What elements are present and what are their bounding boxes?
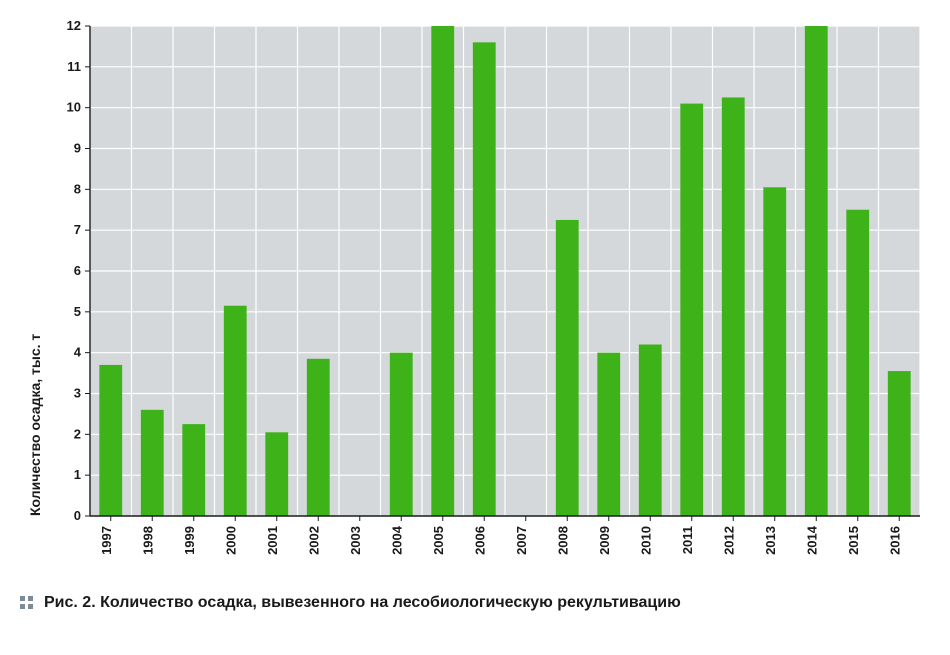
svg-text:6: 6 [74,263,81,278]
svg-text:1999: 1999 [182,526,197,555]
svg-text:3: 3 [74,386,81,401]
svg-text:2014: 2014 [804,525,819,555]
svg-text:7: 7 [74,222,81,237]
svg-text:2016: 2016 [887,526,902,555]
svg-text:2012: 2012 [721,526,736,555]
svg-text:2004: 2004 [389,525,404,555]
svg-text:2006: 2006 [472,526,487,555]
figure-caption: Рис. 2. Количество осадка, вывезенного н… [20,594,930,612]
svg-text:2002: 2002 [306,526,321,555]
svg-text:2007: 2007 [514,526,529,555]
svg-text:12: 12 [67,18,81,33]
svg-text:8: 8 [74,181,81,196]
svg-text:2009: 2009 [597,526,612,555]
svg-text:0: 0 [74,508,81,523]
svg-text:10: 10 [67,100,81,115]
svg-text:2011: 2011 [680,526,695,554]
svg-text:1997: 1997 [99,526,114,555]
svg-text:9: 9 [74,141,81,156]
svg-text:2013: 2013 [763,526,778,555]
svg-text:5: 5 [74,304,81,319]
svg-text:4: 4 [74,345,82,360]
svg-text:2015: 2015 [846,526,861,555]
figure: 0123456789101112199719981999200020012002… [0,0,950,655]
bar-chart: 0123456789101112199719981999200020012002… [20,16,930,576]
svg-text:2001: 2001 [265,526,280,555]
svg-text:2010: 2010 [638,526,653,555]
svg-text:2008: 2008 [555,526,570,555]
caption-dots-icon [20,596,34,610]
svg-text:2000: 2000 [223,526,238,555]
caption-text: Рис. 2. Количество осадка, вывезенного н… [44,594,681,612]
svg-text:1: 1 [74,467,81,482]
svg-text:2: 2 [74,426,81,441]
svg-text:1998: 1998 [140,526,155,555]
svg-text:2005: 2005 [431,526,446,555]
svg-text:Количество осадка, тыс. т: Количество осадка, тыс. т [27,334,43,516]
svg-text:2003: 2003 [348,526,363,555]
svg-text:11: 11 [67,59,81,74]
